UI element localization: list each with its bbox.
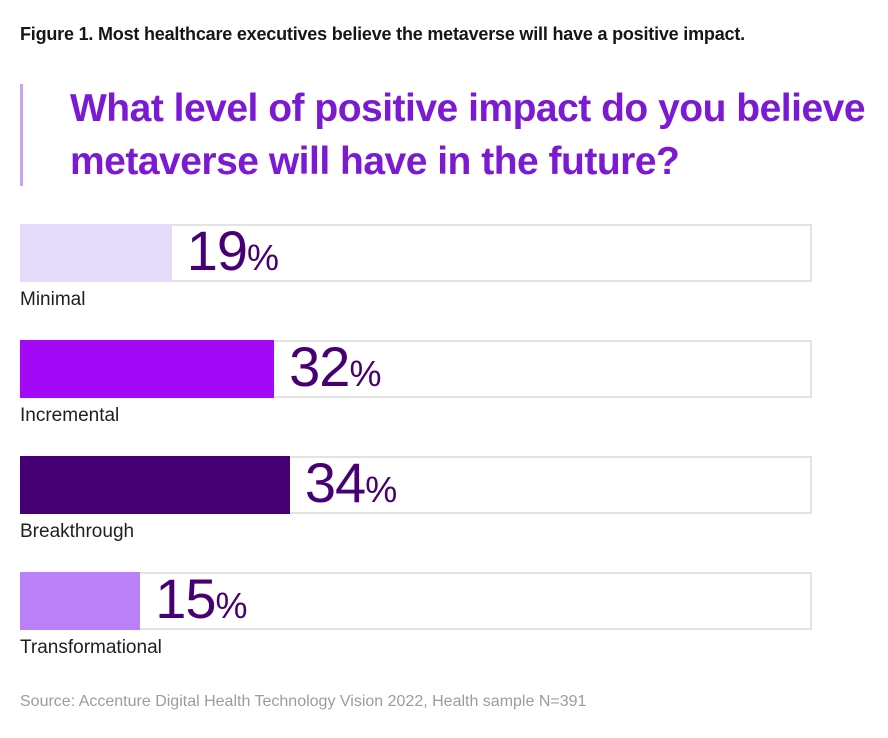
title-block: What level of positive impact do you bel… bbox=[20, 82, 880, 188]
bar-value-number: 32 bbox=[289, 334, 350, 398]
bar-value-label: 19% bbox=[187, 218, 279, 283]
bar-category-label: Transformational bbox=[20, 637, 162, 658]
figure-caption: Figure 1. Most healthcare executives bel… bbox=[20, 24, 745, 44]
bar-fill bbox=[20, 456, 290, 514]
bar-group: 32% Incremental bbox=[20, 335, 812, 427]
bar-track: 34% bbox=[20, 451, 812, 514]
bar-category-label: Incremental bbox=[20, 405, 120, 426]
bar-fill bbox=[20, 340, 275, 398]
bar-group: 15% Transformational bbox=[20, 567, 812, 659]
bar-value-unit: % bbox=[365, 468, 398, 510]
bar-value-label: 15% bbox=[155, 566, 247, 631]
bar-category-label: Minimal bbox=[20, 289, 86, 310]
title-accent-line bbox=[20, 84, 23, 186]
bar-fill bbox=[20, 224, 172, 282]
bar-value-unit: % bbox=[215, 584, 248, 626]
bar-value-number: 15 bbox=[155, 566, 216, 630]
bar-group: 19% Minimal bbox=[20, 219, 812, 311]
bar-chart: 19% Minimal 32% Incremental 34% Breakthrough 1… bbox=[20, 219, 812, 688]
bar-group: 34% Breakthrough bbox=[20, 451, 812, 543]
source-attribution: Source: Accenture Digital Health Technol… bbox=[20, 693, 587, 710]
bar-value-label: 34% bbox=[305, 450, 397, 515]
bar-value-label: 32% bbox=[289, 334, 381, 399]
bar-track: 15% bbox=[20, 567, 812, 630]
bar-track: 19% bbox=[20, 219, 812, 282]
bar-track: 32% bbox=[20, 335, 812, 398]
bar-value-number: 34 bbox=[304, 450, 366, 514]
chart-title: What level of positive impact do you bel… bbox=[70, 87, 866, 183]
bar-fill bbox=[20, 572, 141, 630]
bar-category-label: Breakthrough bbox=[20, 521, 135, 542]
bar-value-unit: % bbox=[247, 236, 280, 278]
bar-value-number: 19 bbox=[186, 218, 248, 282]
bar-value-unit: % bbox=[349, 352, 382, 394]
